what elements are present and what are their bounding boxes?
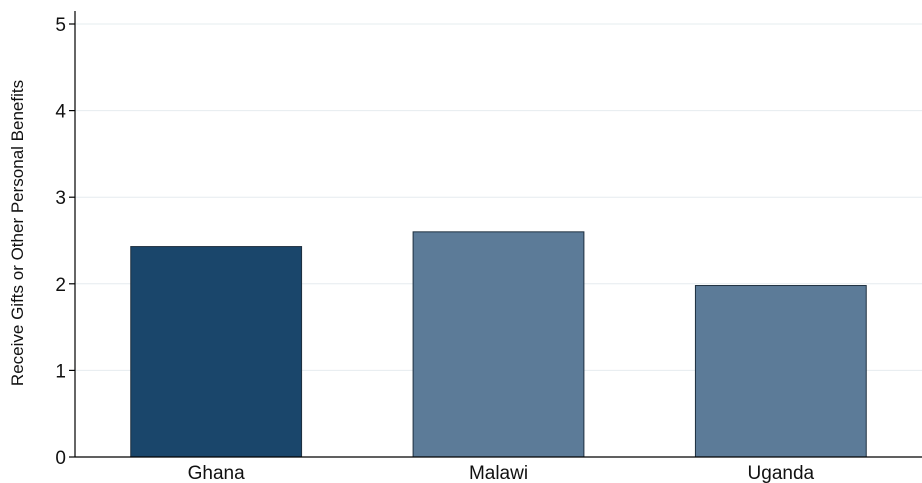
- y-tick-label: 0: [55, 448, 66, 469]
- bar-layer: [130, 231, 867, 458]
- y-axis-label: Receive Gifts or Other Personal Benefits: [8, 80, 27, 386]
- category-label-layer: Ghana Malawi Uganda: [188, 463, 815, 483]
- y-tick-layer: 0 1 2 3 4 5: [55, 15, 75, 469]
- x-category-label: Uganda: [748, 463, 815, 483]
- y-tick-label: 2: [55, 275, 66, 296]
- y-tick-label: 5: [55, 15, 66, 36]
- y-tick-label: 4: [55, 102, 66, 123]
- x-category-label: Ghana: [188, 463, 245, 483]
- bar-malawi: [412, 231, 585, 458]
- y-tick-label: 3: [55, 188, 66, 209]
- bar-ghana: [130, 246, 303, 458]
- y-tick-label: 1: [55, 361, 66, 382]
- x-category-label: Malawi: [469, 463, 528, 483]
- axis-layer: [74, 11, 922, 458]
- bar-uganda: [694, 285, 867, 458]
